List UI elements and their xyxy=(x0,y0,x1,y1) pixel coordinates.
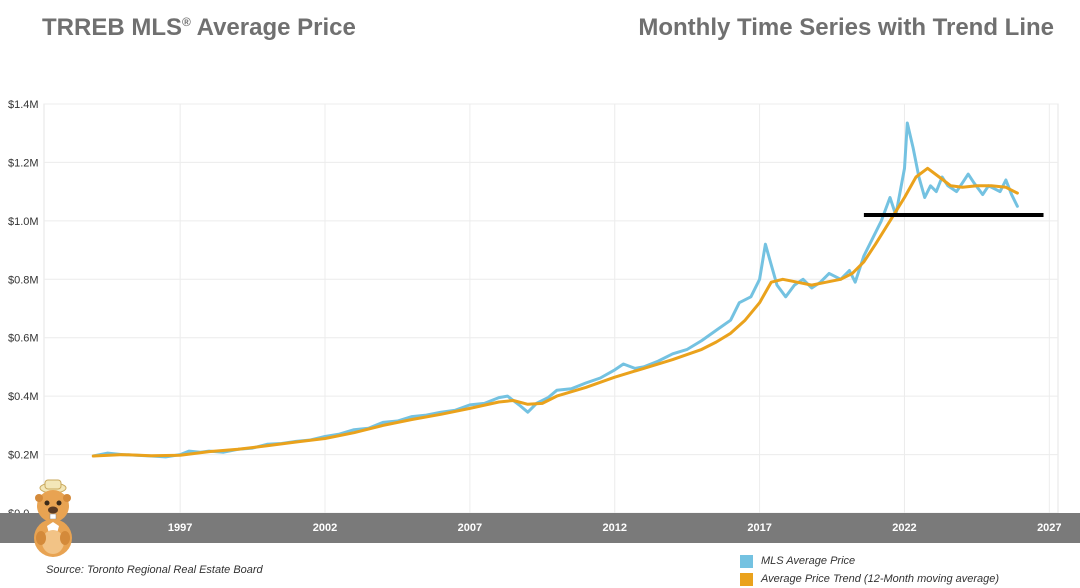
x-tick-label: 2017 xyxy=(747,522,771,534)
chart-title: TRREB MLS® Average Price xyxy=(42,14,356,42)
legend: MLS Average Price Average Price Trend (1… xyxy=(740,552,999,588)
legend-item-trend: Average Price Trend (12-Month moving ave… xyxy=(740,570,999,588)
legend-swatch-mls xyxy=(740,554,753,568)
legend-label-mls: MLS Average Price xyxy=(761,555,856,567)
chart-subtitle: Monthly Time Series with Trend Line xyxy=(638,14,1054,41)
title-main: TRREB MLS xyxy=(42,14,182,41)
y-tick-label: $1.0M xyxy=(8,216,39,228)
legend-swatch-trend xyxy=(740,572,753,586)
legend-label-trend: Average Price Trend (12-Month moving ave… xyxy=(761,573,1000,585)
series-line-trend xyxy=(91,166,1019,458)
x-tick-label: 1997 xyxy=(168,522,192,534)
y-tick-label: $1.2M xyxy=(8,157,39,169)
plot-area xyxy=(43,103,1059,514)
registered-mark: ® xyxy=(182,15,191,29)
x-tick-label: 2027 xyxy=(1037,522,1061,534)
y-tick-label: $1.4M xyxy=(8,99,39,111)
x-tick-label: 2022 xyxy=(892,522,916,534)
x-axis-band xyxy=(0,513,1080,543)
x-tick-label: 2007 xyxy=(458,522,482,534)
x-tick-label: 2002 xyxy=(313,522,337,534)
beaver-mascot-icon xyxy=(28,476,78,563)
y-tick-label: $0.8M xyxy=(8,274,39,286)
x-tick-label: 2012 xyxy=(602,522,626,534)
y-tick-label: $0.4M xyxy=(8,391,39,403)
title-rest: Average Price xyxy=(190,14,356,41)
source-note: Source: Toronto Regional Real Estate Boa… xyxy=(46,564,263,576)
y-tick-label: $0.2M xyxy=(8,450,39,462)
y-tick-label: $0.6M xyxy=(8,333,39,345)
legend-item-mls: MLS Average Price xyxy=(740,552,999,570)
